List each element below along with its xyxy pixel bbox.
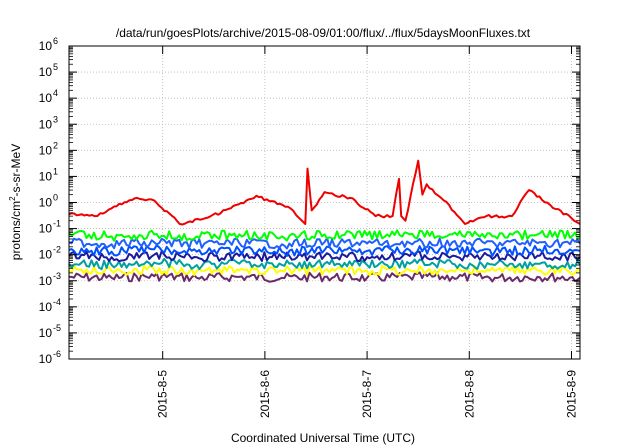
y-tick-label: 10-6 <box>39 349 61 366</box>
y-axis-ticks: 10-6 10-5 10-4 10-3 10-2 10-1 100 101 102 103 104 1… <box>39 36 580 366</box>
series-line-5 <box>68 244 581 257</box>
y-tick-label: 104 <box>39 88 58 105</box>
y-tick-label: 102 <box>39 140 58 157</box>
series-line-7 <box>68 229 581 242</box>
y-tick-label: 103 <box>39 114 58 131</box>
series-lines <box>68 159 581 283</box>
y-tick-label: 101 <box>39 166 58 183</box>
series-line-3 <box>68 257 581 271</box>
series-line-8 <box>68 159 581 226</box>
y-tick-label: 10-1 <box>39 219 61 236</box>
y-tick-label: 105 <box>39 62 58 79</box>
series-line-4 <box>68 250 581 263</box>
x-axis-ticks: 2015-8-5 2015-8-6 2015-8-7 2015-8-8 2015-8-9 <box>156 46 578 418</box>
y-tick-label: 10-5 <box>39 323 61 340</box>
x-tick-label: 2015-8-8 <box>462 370 476 418</box>
series-line-1 <box>69 271 581 283</box>
x-axis-label: Coordinated Universal Time (UTC) <box>231 431 415 445</box>
series-line-6 <box>68 237 581 250</box>
chart-title: /data/run/goesPlots/archive/2015-08-09/0… <box>116 26 531 40</box>
x-tick-label: 2015-8-6 <box>258 370 272 418</box>
y-tick-label: 10-2 <box>39 245 61 262</box>
x-tick-label: 2015-8-9 <box>564 370 578 418</box>
y-axis-label: protons/cm2-s-sr-MeV <box>8 144 23 260</box>
y-tick-label: 106 <box>39 36 58 53</box>
grid-lines <box>69 46 580 359</box>
y-tick-label: 100 <box>39 193 58 210</box>
series-line-2 <box>68 264 581 277</box>
x-tick-label: 2015-8-5 <box>156 370 170 418</box>
y-tick-label: 10-4 <box>39 297 61 314</box>
x-tick-label: 2015-8-7 <box>360 370 374 418</box>
y-tick-label: 10-3 <box>39 271 61 288</box>
